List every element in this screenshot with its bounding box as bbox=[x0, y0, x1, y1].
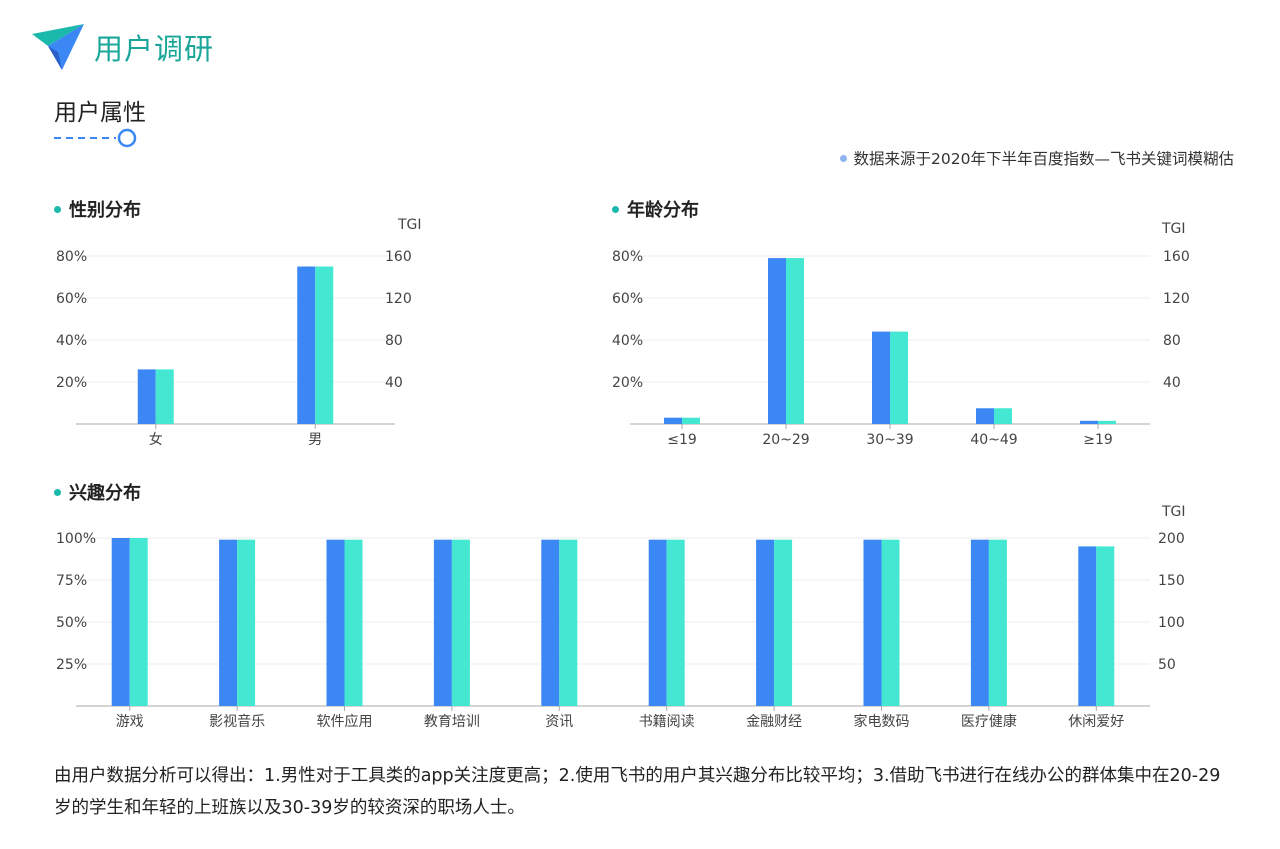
bar-tgi bbox=[881, 539, 900, 706]
bar-share bbox=[863, 539, 882, 706]
app-header: 用户调研 bbox=[30, 22, 214, 72]
bar-tgi bbox=[774, 539, 793, 706]
source-text: 数据来源于2020年下半年百度指数—飞书关键词模糊估 bbox=[853, 150, 1234, 168]
category-label: ≥19 bbox=[1083, 432, 1113, 448]
left-tick-label: 50% bbox=[56, 615, 87, 631]
category-label: 医疗健康 bbox=[961, 713, 1017, 730]
right-tick-label: 150 bbox=[1158, 573, 1185, 589]
right-tick-label: 50 bbox=[1158, 657, 1176, 673]
bar-share bbox=[664, 417, 682, 424]
app-title: 用户调研 bbox=[94, 32, 215, 66]
section-divider bbox=[54, 128, 137, 148]
bar-tgi bbox=[994, 408, 1012, 424]
bar-share bbox=[326, 539, 345, 706]
category-label: 女 bbox=[149, 431, 163, 448]
category-label: 游戏 bbox=[116, 714, 144, 730]
age-chart-title: 年龄分布 bbox=[612, 196, 699, 222]
bar-share bbox=[872, 331, 890, 424]
bar-tgi bbox=[237, 539, 256, 706]
bar-share bbox=[756, 539, 775, 706]
category-label: 男 bbox=[308, 432, 322, 448]
right-tick-label: 160 bbox=[1163, 249, 1190, 265]
bar-tgi bbox=[344, 539, 363, 706]
category-label: 软件应用 bbox=[317, 713, 373, 730]
bar-tgi bbox=[155, 369, 174, 424]
left-tick-label: 100% bbox=[56, 531, 96, 547]
left-tick-label: 60% bbox=[612, 291, 643, 307]
right-tick-label: 120 bbox=[385, 291, 412, 307]
interest-chart-title: 兴趣分布 bbox=[54, 479, 141, 505]
bar-share bbox=[111, 538, 130, 706]
left-tick-label: 80% bbox=[56, 249, 87, 265]
category-label: 资讯 bbox=[545, 714, 573, 730]
right-tick-label: 80 bbox=[385, 333, 403, 349]
right-tick-label: 80 bbox=[1163, 333, 1181, 349]
bullet-icon bbox=[54, 205, 61, 213]
bar-tgi bbox=[682, 417, 700, 424]
category-label: 影视音乐 bbox=[209, 713, 265, 730]
bar-share bbox=[970, 539, 989, 706]
bar-tgi bbox=[988, 539, 1007, 706]
left-tick-label: 60% bbox=[56, 291, 87, 307]
bar-tgi bbox=[129, 538, 148, 706]
bar-share bbox=[768, 258, 786, 424]
bar-tgi bbox=[315, 266, 334, 424]
left-tick-label: 20% bbox=[56, 375, 87, 391]
category-label: 金融财经 bbox=[746, 714, 802, 730]
bar-share bbox=[297, 266, 316, 424]
summary-text: 由用户数据分析可以得出：1.男性对于工具类的app关注度更高；2.使用飞书的用户… bbox=[54, 766, 1221, 818]
section-title: 用户属性 bbox=[54, 100, 146, 126]
right-tick-label: 40 bbox=[385, 375, 403, 391]
interest-chart-title-text: 兴趣分布 bbox=[69, 483, 141, 504]
left-tick-label: 25% bbox=[56, 657, 87, 673]
data-source-note: 数据来源于2020年下半年百度指数—飞书关键词模糊估 bbox=[839, 147, 1234, 169]
category-label: 教育培训 bbox=[424, 714, 480, 730]
bar-share bbox=[137, 369, 156, 424]
bar-share bbox=[1078, 546, 1097, 706]
category-label: 家电数码 bbox=[854, 713, 910, 730]
category-label: 书籍阅读 bbox=[639, 713, 695, 730]
bar-tgi bbox=[786, 258, 804, 424]
category-label: 休闲爱好 bbox=[1068, 714, 1124, 730]
right-tick-label: 100 bbox=[1158, 615, 1185, 631]
bar-tgi bbox=[451, 539, 470, 706]
bar-tgi bbox=[1096, 546, 1115, 706]
bar-tgi bbox=[890, 331, 908, 424]
left-tick-label: 40% bbox=[56, 333, 87, 349]
bar-share bbox=[1080, 420, 1098, 424]
bar-tgi bbox=[666, 539, 685, 706]
bar-share bbox=[648, 539, 667, 706]
bullet-icon bbox=[54, 488, 61, 496]
tgi-axis-label: TGI bbox=[397, 217, 422, 233]
bullet-icon bbox=[612, 205, 619, 213]
category-label: 30~39 bbox=[866, 432, 913, 448]
bar-tgi bbox=[559, 539, 578, 706]
bar-share bbox=[219, 539, 238, 706]
right-tick-label: 200 bbox=[1158, 531, 1185, 547]
right-tick-label: 160 bbox=[385, 249, 412, 265]
left-tick-label: 75% bbox=[56, 573, 87, 589]
age-chart-title-text: 年龄分布 bbox=[627, 200, 699, 221]
left-tick-label: 40% bbox=[612, 333, 643, 349]
bar-tgi bbox=[1098, 420, 1116, 424]
paper-plane-icon bbox=[30, 22, 86, 72]
bar-share bbox=[541, 539, 560, 706]
gender-chart-title: 性别分布 bbox=[54, 196, 141, 222]
category-label: 40~49 bbox=[970, 432, 1017, 448]
bar-share bbox=[433, 539, 452, 706]
right-tick-label: 40 bbox=[1163, 375, 1181, 391]
tgi-axis-label: TGI bbox=[1161, 504, 1186, 520]
bullet-icon bbox=[839, 154, 847, 162]
left-tick-label: 80% bbox=[612, 249, 643, 265]
left-tick-label: 20% bbox=[612, 375, 643, 391]
gender-chart-title-text: 性别分布 bbox=[69, 200, 141, 221]
right-tick-label: 120 bbox=[1163, 291, 1190, 307]
category-label: 20~29 bbox=[762, 432, 809, 448]
tgi-axis-label: TGI bbox=[1161, 221, 1186, 237]
category-label: ≤19 bbox=[667, 432, 697, 448]
bar-share bbox=[976, 408, 994, 424]
